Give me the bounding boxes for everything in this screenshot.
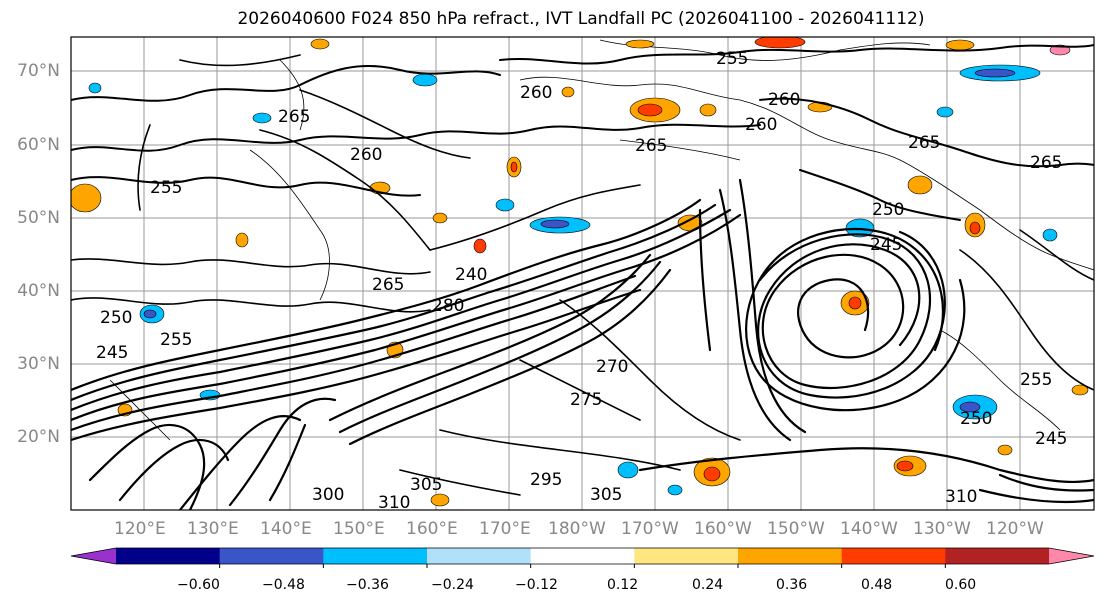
contour-label: 250 — [872, 200, 904, 220]
longitude-label: 130°E — [187, 519, 239, 539]
colorbar-bin — [116, 548, 221, 564]
colorbar-bin — [945, 548, 1050, 564]
contour-label: 305 — [410, 475, 442, 495]
longitude-label: 160°W — [694, 519, 752, 539]
contour-label: 255 — [1020, 370, 1052, 390]
contour-label: 300 — [312, 485, 344, 505]
colorbar-outline — [70, 547, 1095, 565]
contour-label: 275 — [570, 390, 602, 410]
colorbar-tick-label: 0.12 — [607, 577, 639, 593]
longitude-label: 170°W — [621, 519, 679, 539]
contour-label: 265 — [372, 275, 404, 295]
contour-label: 265 — [278, 107, 310, 127]
colorbar-tick-label: 0.36 — [776, 577, 808, 593]
contour-lines — [71, 44, 1094, 510]
longitude-label: 120°W — [986, 519, 1044, 539]
contour-label: 270 — [596, 357, 628, 377]
longitude-label: 120°E — [114, 519, 166, 539]
contour-label: 310 — [945, 487, 977, 507]
latitude-label: 50°N — [17, 208, 60, 228]
map-title: 2026040600 F024 850 hPa refract., IVT La… — [237, 9, 925, 29]
colorbar-bin — [738, 548, 843, 564]
longitude-label: 140°W — [840, 519, 898, 539]
colorbar-tick-label: −0.60 — [177, 577, 220, 593]
longitude-label: 140°E — [260, 519, 312, 539]
colorbar-tick-label: 0.48 — [861, 577, 893, 593]
contour-label: 260 — [745, 115, 777, 135]
colorbar-tick-label: −0.12 — [515, 577, 558, 593]
contour-label: 305 — [590, 485, 622, 505]
contour-label: 245 — [870, 235, 902, 255]
contour-label: 245 — [96, 343, 128, 363]
longitude-label: 180°W — [548, 519, 606, 539]
colorbar-bin — [427, 548, 532, 564]
longitude-label: 170°E — [479, 519, 531, 539]
colorbar-tick-label: 0.60 — [945, 577, 977, 593]
colorbar-bin — [323, 548, 428, 564]
contour-label: 255 — [160, 330, 192, 350]
colorbar-tick-label: −0.36 — [346, 577, 389, 593]
latitude-label: 70°N — [17, 61, 60, 81]
contour-label: 250 — [100, 308, 132, 328]
contour-label: 265 — [908, 133, 940, 153]
latitude-label: 60°N — [17, 135, 60, 155]
contour-label: 260 — [350, 145, 382, 165]
map-frame — [70, 36, 1095, 511]
colorbar-tick-label: −0.24 — [431, 577, 474, 593]
longitude-label: 150°W — [767, 519, 825, 539]
contour-label: 310 — [378, 493, 410, 513]
longitude-label: 130°W — [913, 519, 971, 539]
contour-label: 240 — [455, 265, 487, 285]
latitude-label: 40°N — [17, 281, 60, 301]
colorbar-extend-low — [71, 548, 116, 564]
contour-label: 255 — [150, 178, 182, 198]
contour-label: 260 — [768, 90, 800, 110]
contour-label: 255 — [716, 49, 748, 69]
colorbar-bin — [530, 548, 635, 564]
colorbar-tick-label: −0.48 — [262, 577, 305, 593]
map-plot-area: 255 260 265 260 265 260 265 260 255 265 … — [71, 37, 1094, 513]
contour-label: 280 — [432, 296, 464, 316]
contour-label: 265 — [635, 136, 667, 156]
colorbar — [70, 547, 1095, 568]
contour-label: 250 — [960, 409, 992, 429]
contour-label-group: 255 260 265 260 265 260 265 260 255 265 … — [96, 49, 1067, 513]
contour-label: 245 — [1035, 429, 1067, 449]
contour-label: 260 — [520, 83, 552, 103]
contour-label: 295 — [530, 470, 562, 490]
colorbar-tick-label: 0.24 — [692, 577, 724, 593]
colorbar-extend-high — [1049, 548, 1094, 564]
contour-label: 265 — [1030, 153, 1062, 173]
latitude-label: 20°N — [17, 427, 60, 447]
colorbar-bin — [219, 548, 324, 564]
colorbar-bin — [841, 548, 946, 564]
colorbar-bin — [634, 548, 739, 564]
latitude-label: 30°N — [17, 354, 60, 374]
longitude-label: 150°E — [333, 519, 385, 539]
longitude-label: 160°E — [406, 519, 458, 539]
